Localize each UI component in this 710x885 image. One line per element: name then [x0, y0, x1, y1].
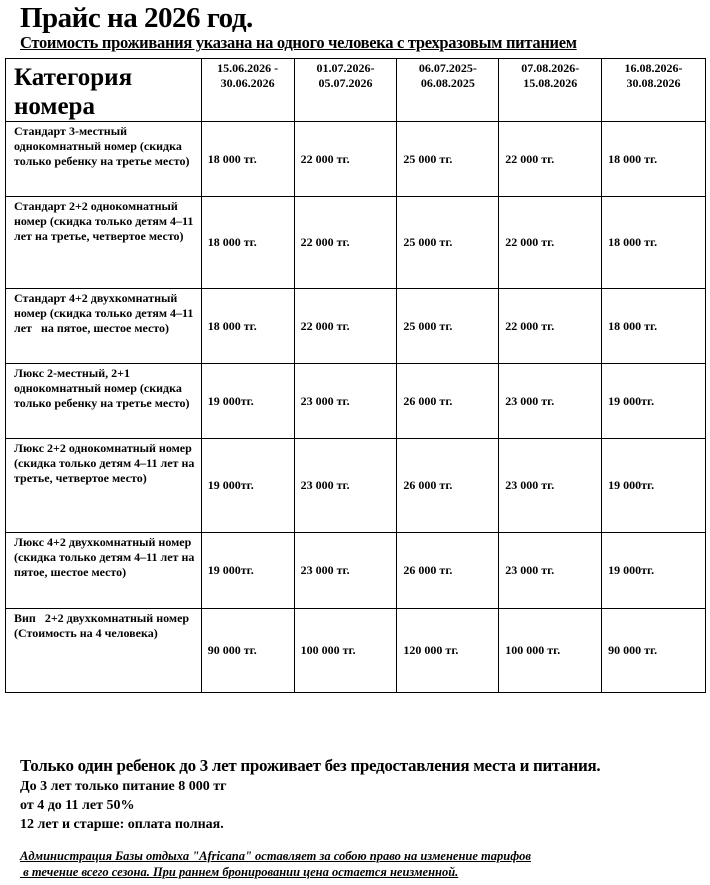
table-row: Стандарт 3-местный однокомнатный номер (… — [5, 121, 706, 197]
category-header: Категория номера — [5, 58, 202, 122]
price-cell: 23 000 тг. — [293, 438, 398, 533]
price-cell: 25 000 тг. — [396, 196, 500, 289]
period-header: 01.07.2026- 05.07.2026 — [293, 58, 398, 122]
table-row: Стандарт 4+2 двухкомнатный номер (скидка… — [5, 288, 706, 364]
price-cell: 120 000 тг. — [396, 608, 500, 693]
price-table: Категория номера 15.06.2026 - 30.06.2026… — [5, 58, 706, 693]
price-cell: 26 000 тг. — [396, 438, 500, 533]
price-cell: 25 000 тг. — [396, 121, 500, 197]
price-cell: 22 000 тг. — [498, 196, 603, 289]
category-cell: Вип 2+2 двухкомнатный номер (Стоимость н… — [5, 608, 202, 693]
price-cell: 19 000тг. — [601, 363, 706, 439]
price-cell: 23 000 тг. — [498, 438, 603, 533]
notes-line: от 4 до 11 лет 50% — [20, 798, 135, 813]
price-cell: 22 000 тг. — [293, 196, 398, 289]
price-cell: 22 000 тг. — [293, 288, 398, 364]
notes-line: 12 лет и старше: оплата полная. — [20, 817, 224, 832]
table-header-row: Категория номера 15.06.2026 - 30.06.2026… — [5, 58, 706, 122]
notes-main: Только один ребенок до 3 лет проживает б… — [20, 756, 601, 775]
page-subtitle: Стоимость проживания указана на одного ч… — [20, 33, 577, 52]
price-cell: 25 000 тг. — [396, 288, 500, 364]
price-cell: 18 000 тг. — [200, 196, 295, 289]
price-cell: 90 000 тг. — [200, 608, 295, 693]
table-row: Люкс 2-местный, 2+1 однокомнатный номер … — [5, 363, 706, 439]
price-cell: 18 000 тг. — [601, 121, 706, 197]
price-cell: 100 000 тг. — [293, 608, 398, 693]
price-cell: 100 000 тг. — [498, 608, 603, 693]
price-cell: 23 000 тг. — [293, 363, 398, 439]
price-cell: 19 000тг. — [200, 363, 295, 439]
price-cell: 19 000тг. — [200, 438, 295, 533]
category-cell: Стандарт 4+2 двухкомнатный номер (скидка… — [5, 288, 202, 364]
price-cell: 26 000 тг. — [396, 532, 500, 609]
price-cell: 18 000 тг. — [200, 121, 295, 197]
notes-line: До 3 лет только питание 8 000 тг — [20, 779, 227, 794]
period-header: 06.07.2025- 06.08.2025 — [396, 58, 500, 122]
price-cell: 19 000тг. — [200, 532, 295, 609]
category-cell: Стандарт 2+2 однокомнатный номер (скидка… — [5, 196, 202, 289]
disclaimer: Администрация Базы отдыха "Africana" ост… — [20, 848, 531, 880]
price-cell: 22 000 тг. — [293, 121, 398, 197]
price-cell: 22 000 тг. — [498, 121, 603, 197]
price-cell: 23 000 тг. — [498, 363, 603, 439]
table-row: Люкс 2+2 однокомнатный номер (скидка тол… — [5, 438, 706, 533]
table-row: Люкс 4+2 двухкомнатный номер (скидка тол… — [5, 532, 706, 609]
price-cell: 18 000 тг. — [601, 196, 706, 289]
notes: Только один ребенок до 3 лет проживает б… — [20, 756, 601, 834]
period-header: 16.08.2026- 30.08.2026 — [601, 58, 706, 122]
price-cell: 22 000 тг. — [498, 288, 603, 364]
price-cell: 90 000 тг. — [601, 608, 706, 693]
disclaimer-line: Администрация Базы отдыха "Africana" ост… — [20, 849, 531, 863]
period-header: 07.08.2026- 15.08.2026 — [498, 58, 603, 122]
page-title: Прайс на 2026 год. — [20, 2, 253, 34]
category-cell: Люкс 4+2 двухкомнатный номер (скидка тол… — [5, 532, 202, 609]
price-cell: 18 000 тг. — [200, 288, 295, 364]
disclaimer-line: в течение всего сезона. При раннем брони… — [20, 865, 459, 879]
price-cell: 18 000 тг. — [601, 288, 706, 364]
price-cell: 26 000 тг. — [396, 363, 500, 439]
price-cell: 23 000 тг. — [293, 532, 398, 609]
price-cell: 19 000тг. — [601, 438, 706, 533]
price-cell: 23 000 тг. — [498, 532, 603, 609]
category-cell: Люкс 2-местный, 2+1 однокомнатный номер … — [5, 363, 202, 439]
period-header: 15.06.2026 - 30.06.2026 — [200, 58, 295, 122]
table-row: Вип 2+2 двухкомнатный номер (Стоимость н… — [5, 608, 706, 693]
price-cell: 19 000тг. — [601, 532, 706, 609]
category-cell: Стандарт 3-местный однокомнатный номер (… — [5, 121, 202, 197]
table-row: Стандарт 2+2 однокомнатный номер (скидка… — [5, 196, 706, 289]
category-cell: Люкс 2+2 однокомнатный номер (скидка тол… — [5, 438, 202, 533]
